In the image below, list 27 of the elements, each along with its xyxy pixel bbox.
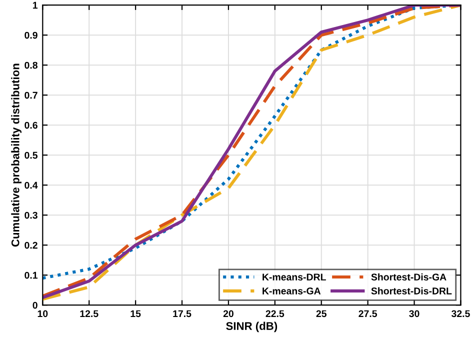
y-tick-label: 0.7	[24, 92, 38, 99]
legend-label: Shortest-Dis-DRL	[371, 287, 452, 294]
y-tick-label: 0.6	[24, 122, 38, 129]
x-tick-label: 27.5	[358, 310, 378, 318]
y-tick-label: 0.5	[24, 152, 38, 159]
y-tick-label: 0.2	[24, 242, 38, 249]
x-tick-label: 22.5	[266, 310, 284, 318]
y-tick-label: 0.4	[24, 182, 38, 189]
x-tick-label: 25	[316, 310, 327, 318]
y-tick-label: 0.1	[24, 272, 38, 279]
legend-label: K-means-GA	[262, 288, 321, 294]
y-tick-label: 0	[32, 302, 38, 309]
x-axis-title: SINR (dB)	[226, 322, 278, 332]
legend-label: Shortest-Dis-GA	[371, 273, 446, 281]
x-tick-label: 20	[223, 310, 234, 318]
x-tick-label: 10	[38, 310, 48, 318]
y-tick-label: 0.8	[24, 62, 38, 69]
y-tick-label: 0.9	[24, 32, 38, 39]
x-tick-label: 12.5	[80, 310, 98, 318]
y-tick-label: 1	[33, 2, 38, 9]
x-tick-label: 32.5	[451, 310, 470, 318]
y-axis-title: Cumulative probability distribution	[11, 64, 22, 247]
y-tick-label: 0.3	[24, 212, 38, 219]
x-tick-label: 30	[409, 310, 420, 318]
x-tick-label: 17.5	[173, 310, 192, 318]
x-tick-label: 15	[130, 310, 141, 318]
legend-label: K-means-DRL	[262, 274, 326, 281]
